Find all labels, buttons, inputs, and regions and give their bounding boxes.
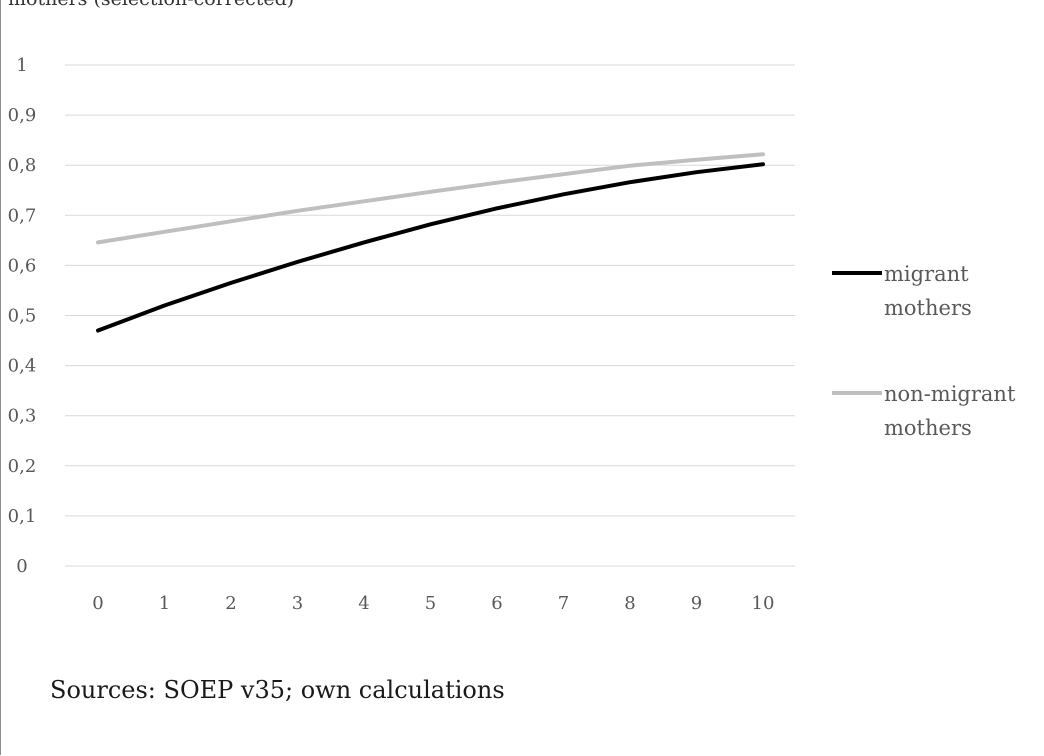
source-note: Sources: SOEP v35; own calculations [50, 676, 505, 704]
y-tick-label: 0 [16, 556, 27, 577]
y-tick-label: 1 [16, 55, 27, 76]
line-chart: 00,10,20,30,40,50,60,70,80,910 1 2 3 4 5 6 7 8 9 1… [8, 55, 1016, 614]
y-tick-label: 0,8 [8, 155, 37, 176]
x-tick-label: 9 [691, 593, 702, 614]
figure-caption: mothers (selection-corrected) [8, 0, 294, 10]
y-tick-label: 0,2 [8, 456, 37, 477]
y-tick-label: 0,5 [8, 306, 37, 327]
legend-label: mothers [884, 416, 972, 440]
x-tick-label: 1 [159, 593, 170, 614]
y-tick-label: 0,1 [8, 506, 37, 527]
y-tick-label: 0,9 [8, 105, 37, 126]
x-tick-label: 5 [425, 593, 436, 614]
legend-label: non-migrant [884, 382, 1016, 406]
legend-label: mothers [884, 296, 972, 320]
y-tick-label: 0,7 [8, 205, 37, 226]
x-tick-label: 6 [491, 593, 502, 614]
series-line-non-migrant [96, 152, 765, 245]
x-tick-label: 8 [624, 593, 635, 614]
legend-label: migrant [884, 262, 969, 286]
x-tick-label: 2 [225, 593, 236, 614]
series-line-migrant [96, 162, 765, 333]
y-tick-label: 0,6 [8, 255, 37, 276]
y-tick-label: 0,3 [8, 406, 37, 427]
x-tick-label: 0 [92, 593, 103, 614]
x-tick-label: 4 [358, 593, 369, 614]
x-tick-label: 7 [558, 593, 569, 614]
x-tick-label: 10 [752, 593, 775, 614]
y-tick-label: 0,4 [8, 356, 37, 377]
x-tick-label: 3 [292, 593, 303, 614]
